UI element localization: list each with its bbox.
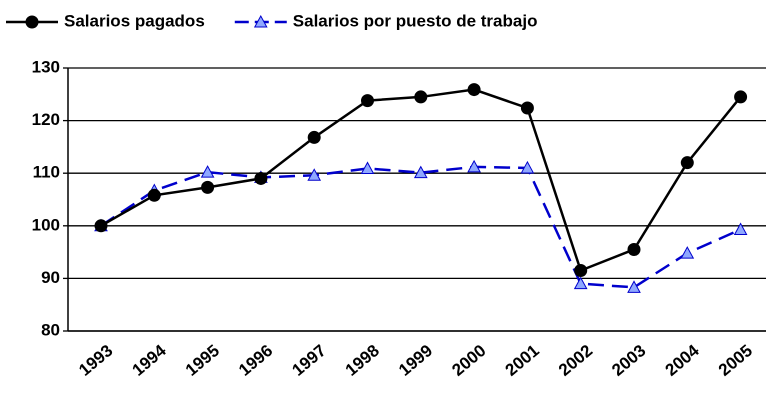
y-tick-label: 80 [41,320,60,339]
data-point [574,264,588,278]
legend-marker [25,15,39,29]
data-point [201,180,215,194]
data-point [627,242,641,256]
data-point [361,94,374,108]
data-point [680,246,695,259]
x-tick-label: 2002 [555,341,596,380]
y-tick-label: 120 [32,110,60,129]
data-point [733,222,748,235]
data-point [680,156,694,170]
y-tick-label: 100 [32,215,60,234]
data-point [414,90,428,104]
data-point [254,171,268,185]
y-tick-label: 110 [33,163,60,182]
x-tick-label: 1996 [235,341,276,380]
data-point [200,165,215,178]
x-tick-label: 1998 [342,341,383,380]
x-tick-label: 2001 [502,341,543,380]
series-line [100,88,742,273]
data-point [413,165,428,179]
y-tick-label: 130 [32,57,60,76]
data-point [520,160,535,174]
data-point [573,276,588,290]
legend-label: Salarios por puesto de trabajo [293,11,538,30]
x-tick-label: 1995 [182,341,223,380]
x-tick-label: 2000 [448,341,489,380]
series-line [100,165,742,289]
x-tick-label: 1999 [395,341,436,380]
legend-label: Salarios pagados [64,11,205,30]
data-point [467,83,481,97]
data-point [734,90,748,104]
data-point [307,168,322,181]
data-point [307,130,321,144]
data-point [94,219,108,233]
x-tick-label: 1997 [288,341,329,380]
x-tick-label: 2003 [608,341,649,380]
data-point [360,161,375,174]
data-point [520,101,534,115]
x-tick-label: 2004 [662,341,704,380]
legend-marker [253,14,268,28]
data-point [627,280,641,293]
y-tick-label: 90 [41,268,60,287]
data-point [467,159,481,173]
x-tick-label: 2005 [715,341,756,380]
x-tick-label: 1994 [129,341,171,380]
data-point [147,188,161,202]
x-tick-label: 1993 [75,341,116,380]
